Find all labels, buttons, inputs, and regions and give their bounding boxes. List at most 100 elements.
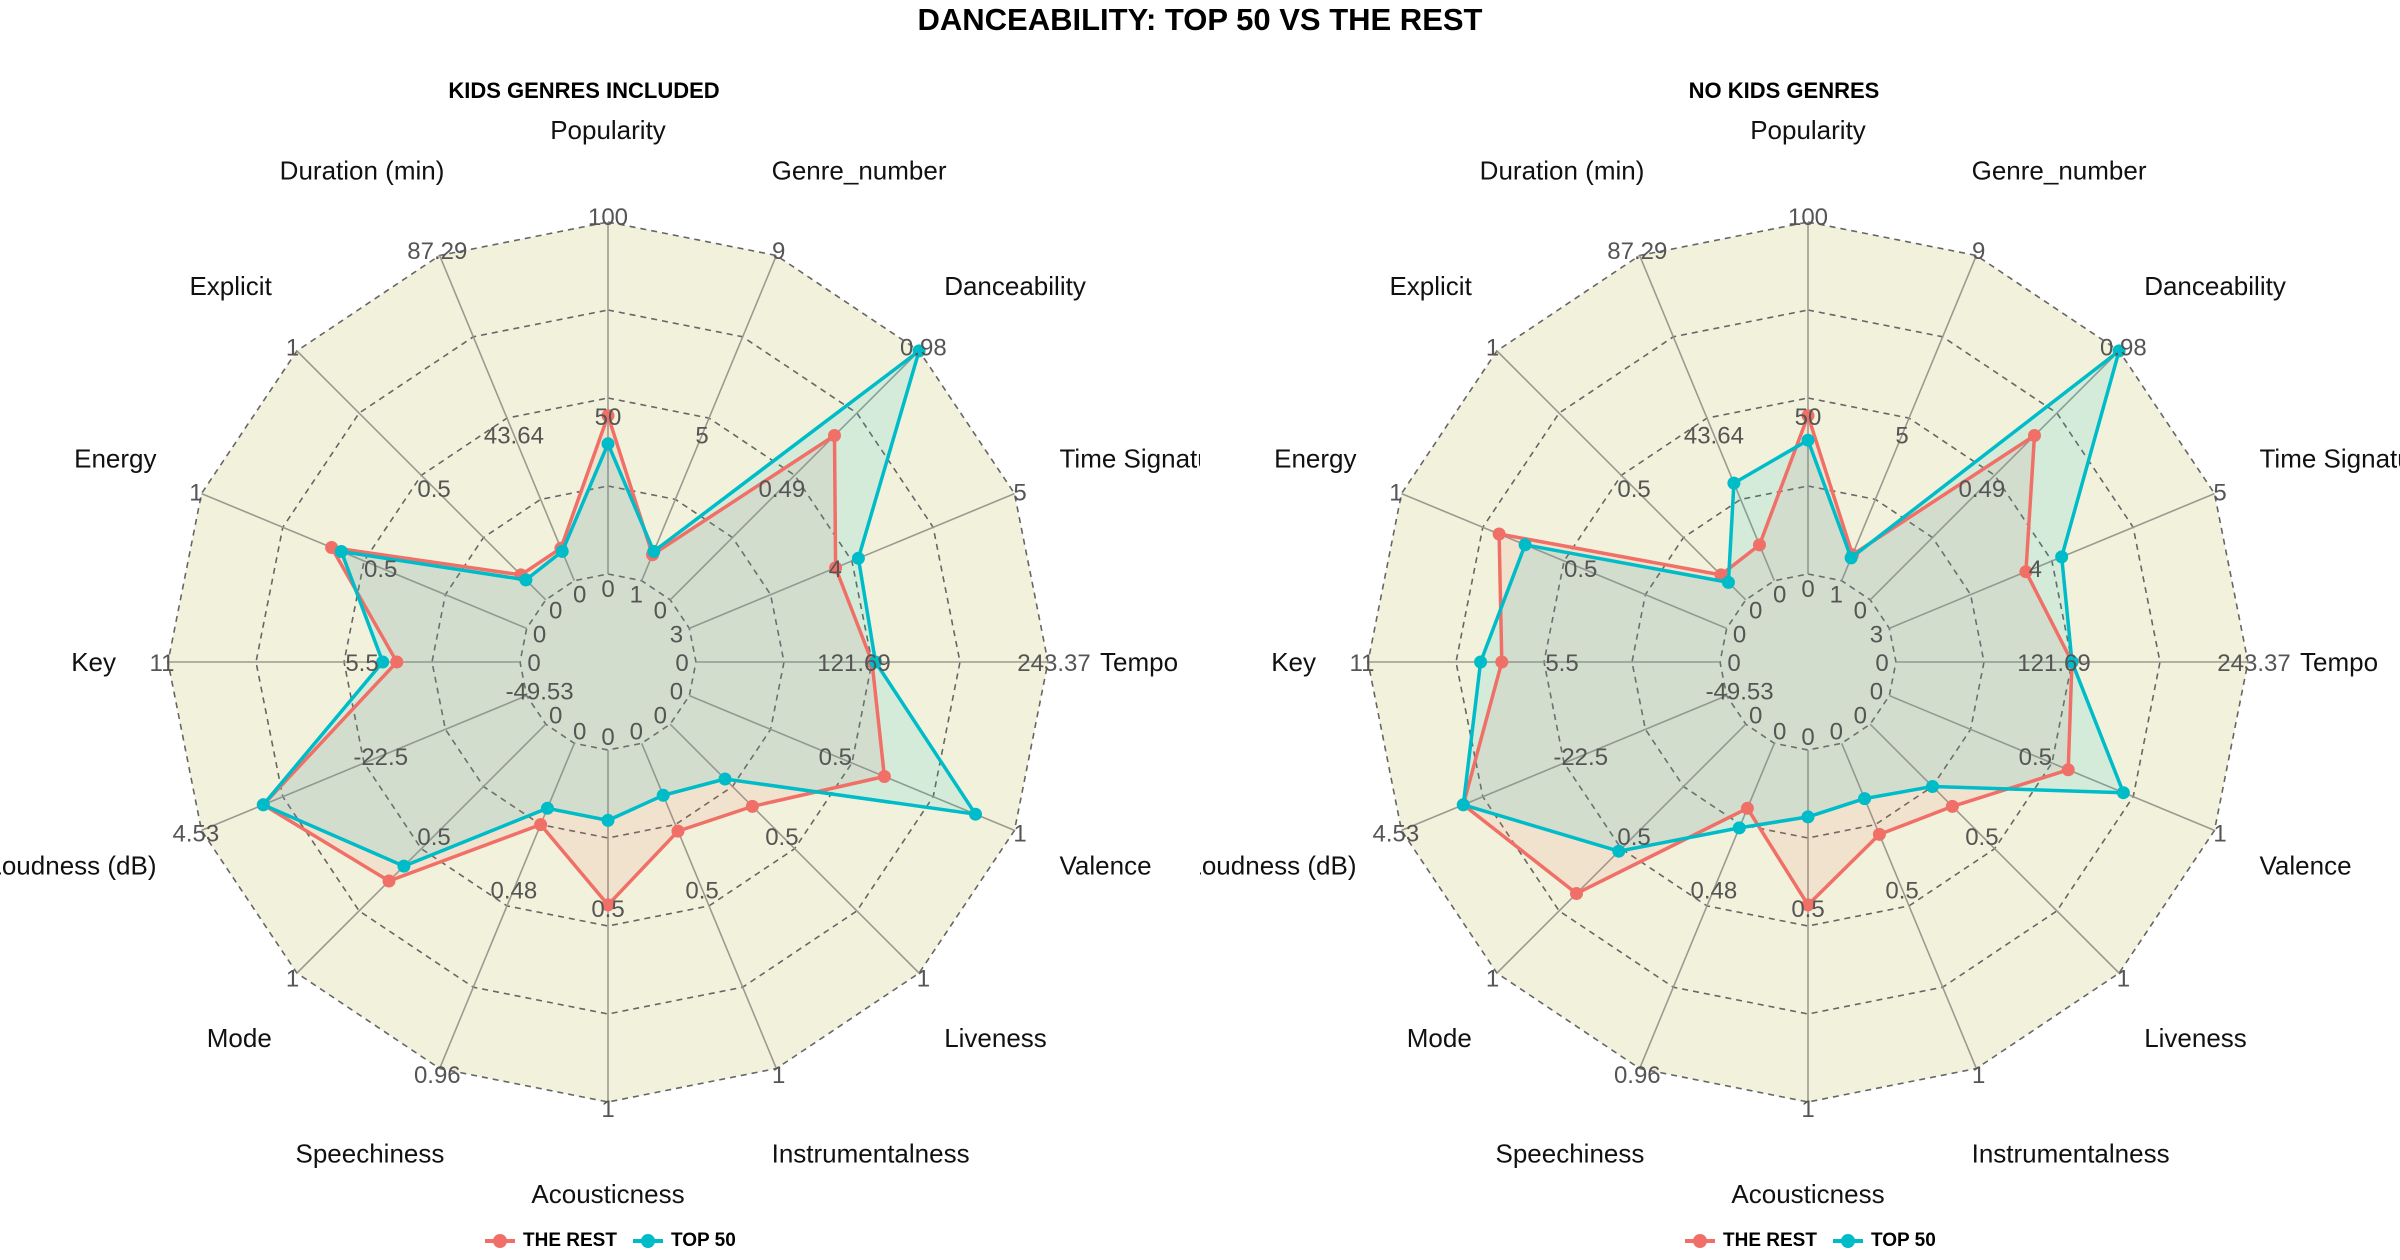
legend-label: TOP 50 [1871, 1230, 1936, 1251]
tick-label-min-genre-number: 1 [1830, 582, 1843, 609]
tick-label-max-duration-min: 87.29 [407, 238, 467, 265]
tick-label-mid-duration-min: 43.64 [1684, 423, 1744, 450]
tick-label-max-mode: 1 [286, 965, 299, 992]
axis-label-speechiness: Speechiness [1496, 1139, 1645, 1169]
axis-label-duration-min: Duration (min) [1480, 156, 1645, 186]
data-point-top-50-duration-min [1727, 476, 1741, 490]
data-point-top-50-explicit [1721, 575, 1735, 589]
axis-label-time-signature: Time Signature [1060, 443, 1201, 473]
data-point-top-50-loudness-db [1456, 798, 1470, 812]
tick-label-max-liveness: 1 [917, 965, 930, 992]
axis-label-key: Key [71, 647, 116, 677]
data-point-top-50-time-signature [851, 551, 865, 565]
tick-label-min-key: 0 [527, 650, 540, 677]
data-point-top-50-acousticness [1801, 810, 1815, 824]
data-point-top-50-mode [397, 859, 411, 873]
axis-line-duration-min [438, 255, 576, 582]
data-point-top-50-key [376, 655, 390, 669]
tick-label-max-valence: 1 [2213, 821, 2226, 848]
data-point-top-50-tempo [869, 655, 882, 669]
axis-line-speechiness [1638, 742, 1776, 1069]
tick-label-mid-instrumentalness: 0.5 [685, 877, 718, 904]
data-point-the-rest-acousticness [1801, 898, 1815, 912]
tick-label-min-loudness-db: -49.53 [1706, 678, 1774, 705]
tick-label-max-speechiness: 0.96 [414, 1062, 461, 1089]
tick-label-min-popularity: 0 [601, 576, 614, 603]
data-point-the-rest-popularity [601, 409, 615, 423]
data-point-top-50-mode [1612, 844, 1626, 858]
legend: THE REST TOP 50 [1200, 1228, 2400, 1254]
grid-ring-1 [519, 573, 697, 751]
data-point-the-rest-popularity [1801, 409, 1815, 423]
legend-item-the-rest: THE REST [485, 1228, 617, 1254]
tick-label-max-explicit: 1 [1486, 335, 1499, 362]
tick-label-mid-key: 5.5 [1545, 650, 1578, 677]
tick-label-min-valence: 0 [670, 678, 683, 705]
tick-label-mid-danceability: 0.49 [759, 476, 806, 503]
tick-label-min-speechiness: 0 [1773, 718, 1786, 745]
tick-label-mid-tempo: 121.69 [817, 650, 890, 677]
data-point-top-50-tempo [2065, 655, 2079, 669]
legend-swatch-top-50 [1833, 1228, 1863, 1254]
tick-label-mid-danceability: 0.49 [1959, 476, 2006, 503]
axis-label-danceability: Danceability [2144, 271, 2286, 301]
tick-label-mid-speechiness: 0.48 [1691, 877, 1738, 904]
data-point-the-rest-energy [1492, 527, 1506, 541]
tick-label-max-genre-number: 9 [772, 238, 785, 265]
tick-label-min-explicit: 0 [1749, 598, 1762, 625]
tick-label-max-acousticness: 1 [601, 1096, 614, 1123]
grid-ring-5 [1367, 221, 2249, 1103]
tick-label-mid-key: 5.5 [345, 650, 378, 677]
tick-label-mid-mode: 0.5 [1617, 824, 1650, 851]
axis-label-energy: Energy [1274, 443, 1356, 473]
tick-label-max-danceability: 0.98 [2100, 335, 2147, 362]
data-point-the-rest-valence [877, 770, 891, 783]
data-point-top-50-valence [2116, 786, 2130, 800]
tick-label-min-mode: 0 [549, 702, 562, 729]
axis-label-explicit: Explicit [1389, 271, 1472, 301]
data-point-top-50-liveness [718, 772, 732, 786]
grid-ring-4 [1455, 309, 2161, 1015]
axis-line-mode [296, 723, 547, 974]
tick-label-mid-explicit: 0.5 [417, 476, 450, 503]
tick-label-max-key: 11 [1350, 650, 1375, 677]
tick-label-min-instrumentalness: 0 [630, 718, 643, 745]
axis-label-valence: Valence [1060, 851, 1152, 881]
grid-ring-5 [167, 221, 1049, 1103]
data-point-the-rest-danceability [828, 429, 841, 442]
data-point-top-50-loudness-db [256, 798, 270, 812]
data-point-top-50-danceability [912, 344, 926, 358]
tick-label-mid-mode: 0.5 [417, 824, 450, 851]
legend-item-top-50: TOP 50 [633, 1228, 736, 1254]
axis-line-duration-min [1638, 255, 1776, 582]
tick-label-max-speechiness: 0.96 [1614, 1062, 1661, 1089]
data-point-top-50-time-signature [2055, 550, 2069, 564]
axis-label-loudness-db: Loudness (dB) [1200, 851, 1357, 881]
legend-label: THE REST [1723, 1230, 1817, 1251]
axis-line-genre-number [1840, 255, 1978, 582]
data-point-top-50-key [1474, 655, 1488, 669]
tick-label-min-acousticness: 0 [601, 724, 614, 751]
legend-item-the-rest: THE REST [1685, 1228, 1817, 1254]
axis-label-danceability: Danceability [944, 271, 1086, 301]
tick-label-min-key: 0 [1727, 650, 1740, 677]
data-point-the-rest-liveness [745, 799, 759, 813]
tick-label-min-danceability: 0 [1854, 598, 1867, 625]
tick-label-mid-loudness-db: -22.5 [353, 744, 408, 771]
tick-label-mid-instrumentalness: 0.5 [1885, 877, 1918, 904]
axis-line-liveness [669, 723, 920, 974]
axis-label-valence: Valence [2260, 851, 2352, 881]
tick-label-max-instrumentalness: 1 [1972, 1062, 1985, 1089]
tick-label-mid-valence: 0.5 [2019, 744, 2052, 771]
axis-line-danceability [1869, 350, 2120, 601]
tick-label-max-instrumentalness: 1 [772, 1062, 785, 1089]
axis-line-energy [201, 492, 528, 630]
tick-label-mid-genre-number: 5 [695, 423, 708, 450]
legend-swatch-the-rest [485, 1228, 515, 1254]
tick-label-min-tempo: 0 [1875, 650, 1888, 677]
radar-panel-kids-included: KIDS GENRES INCLUDED 0 50 100 1 5 9 0 0.49 0.98 3… [0, 78, 1201, 1254]
data-point-the-rest-liveness [1945, 799, 1959, 813]
axis-line-valence [688, 694, 1015, 832]
tick-label-max-popularity: 100 [1788, 204, 1828, 231]
